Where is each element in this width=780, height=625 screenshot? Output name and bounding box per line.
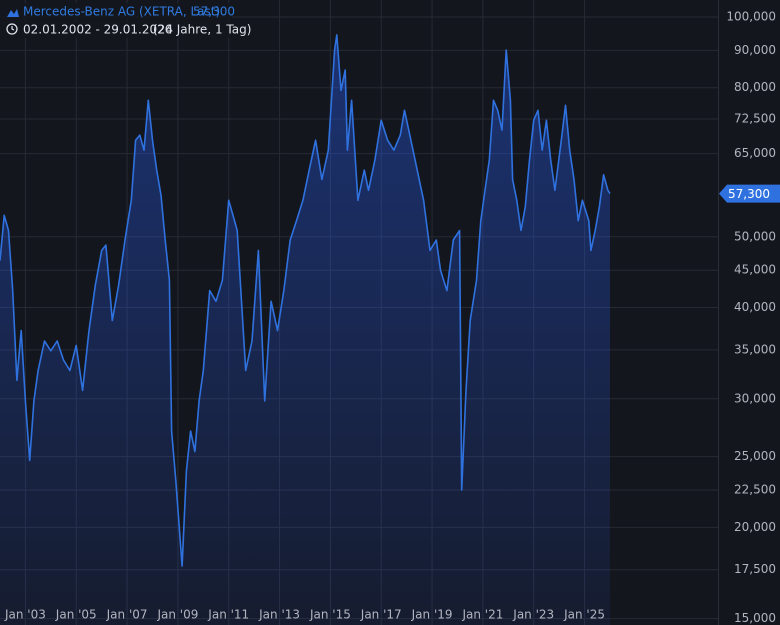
area-fill <box>0 34 610 625</box>
x-tick-label: Jan '05 <box>55 608 97 622</box>
date-range: 02.01.2002 - 29.01.2026 <box>23 23 172 37</box>
series-icon <box>7 9 19 17</box>
x-tick-label: Jan '13 <box>258 608 300 622</box>
y-tick-label: 15,000 <box>734 611 776 625</box>
y-tick-label: 45,000 <box>734 263 776 277</box>
y-tick-label: 35,000 <box>734 342 776 356</box>
y-tick-label: 90,000 <box>734 43 776 57</box>
price-line <box>0 34 611 567</box>
x-tick-label: Jan '19 <box>411 608 453 622</box>
range-bg <box>0 21 242 38</box>
y-tick-label: 40,000 <box>734 300 776 314</box>
y-tick-label: 72,500 <box>734 111 776 125</box>
y-tick-label: 17,500 <box>734 562 776 576</box>
legend-entry: Mercedes-Benz AG (XETRA, Last) <box>23 5 220 19</box>
clock-icon <box>6 23 18 35</box>
x-tick-label: Jan '25 <box>563 608 605 622</box>
y-tick-label: 25,000 <box>734 449 776 463</box>
period: (24 Jahre, 1 Tag) <box>153 23 251 37</box>
y-tick-label: 50,000 <box>734 229 776 243</box>
x-tick-label: Jan '23 <box>512 608 554 622</box>
last-price-marker <box>719 184 780 203</box>
x-tick-label: Jan '07 <box>106 608 148 622</box>
last-price-label: 57,300 <box>728 187 770 201</box>
clock-hand <box>11 26 15 31</box>
x-tick-label: Jan '17 <box>360 608 402 622</box>
y-tick-label: 22,500 <box>734 483 776 497</box>
header-bg <box>0 3 232 20</box>
x-tick-label: Jan '15 <box>309 608 351 622</box>
y-tick-label: 80,000 <box>734 80 776 94</box>
y-tick-label: 30,000 <box>734 391 776 405</box>
header-price: 57,300 <box>193 5 235 19</box>
y-tick-label: 65,000 <box>734 146 776 160</box>
x-tick-label: Jan '09 <box>156 608 198 622</box>
y-tick-label: 20,000 <box>734 520 776 534</box>
x-tick-label: Jan '11 <box>207 608 249 622</box>
y-tick-label: 100,000 <box>726 9 776 23</box>
x-tick-label: Jan '03 <box>4 608 46 622</box>
x-tick-label: Jan '21 <box>461 608 503 622</box>
